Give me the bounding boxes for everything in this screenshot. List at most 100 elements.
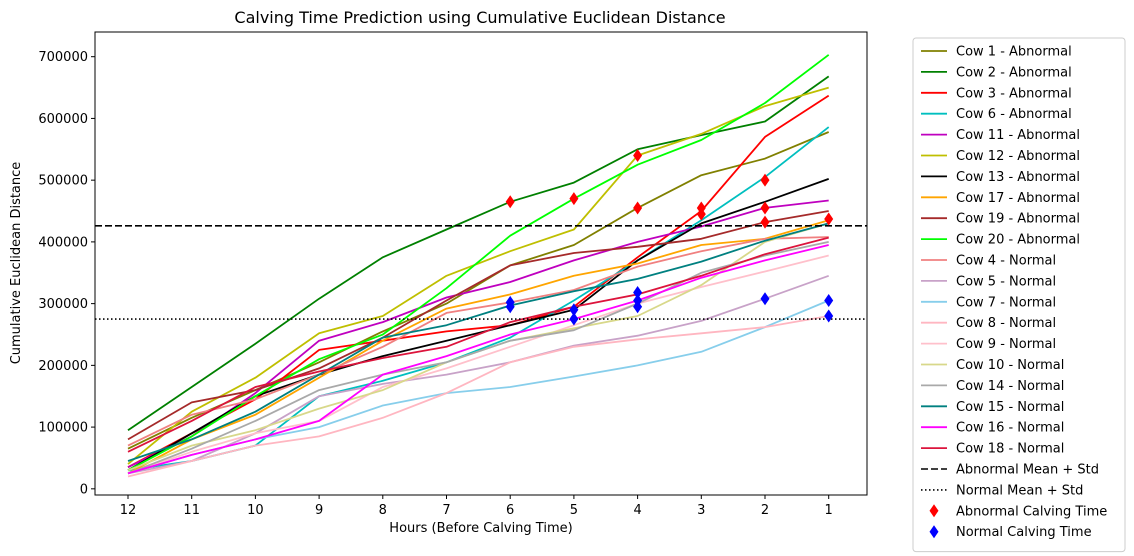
x-tick-label: 10 <box>247 503 264 518</box>
legend-item-cow-14-normal: Cow 14 - Normal <box>921 379 1064 394</box>
marker-abnormal-calving-time <box>824 212 834 226</box>
marker-normal-calving-time <box>824 294 834 308</box>
series-line-cow-1-abnormal <box>127 131 830 450</box>
legend-label: Cow 18 - Normal <box>956 442 1064 457</box>
legend-label: Cow 16 - Normal <box>956 421 1064 436</box>
legend-label: Cow 8 - Normal <box>956 316 1056 331</box>
legend-label: Abnormal Mean + Std <box>956 463 1099 478</box>
legend-label: Cow 13 - Abnormal <box>956 170 1080 185</box>
x-tick-label: 2 <box>761 503 769 518</box>
x-tick-label: 4 <box>633 503 641 518</box>
legend-item-cow-7-normal: Cow 7 - Normal <box>921 295 1056 310</box>
legend-label: Cow 19 - Abnormal <box>956 212 1080 227</box>
marker-normal-calving-time <box>569 312 579 326</box>
y-tick-label: 100000 <box>38 421 88 436</box>
legend-box <box>912 37 1126 553</box>
marker-normal-calving-time <box>633 300 643 314</box>
y-tick-label: 400000 <box>38 235 88 250</box>
y-tick-label: 200000 <box>38 359 88 374</box>
legend-label: Cow 12 - Abnormal <box>956 149 1080 164</box>
plot-frame <box>94 31 868 496</box>
series-line-cow-20-abnormal <box>127 54 830 472</box>
y-tick-label: 500000 <box>38 174 88 189</box>
series-line-cow-11-abnormal <box>127 199 829 469</box>
series-line-cow-17-abnormal <box>127 219 829 475</box>
series-line-cow-8-normal <box>127 315 829 478</box>
series-line-cow-9-normal <box>127 254 829 475</box>
legend-item-cow-1-abnormal: Cow 1 - Abnormal <box>921 45 1072 60</box>
marker-normal-calving-time <box>505 300 515 314</box>
legend-label: Cow 7 - Normal <box>956 295 1056 310</box>
legend-item-cow-18-normal: Cow 18 - Normal <box>921 442 1064 457</box>
series-line-cow-3-abnormal <box>127 94 830 468</box>
legend-item-abnormal-calving-time: Abnormal Calving Time <box>929 504 1107 519</box>
series-line-cow-15-normal <box>127 222 829 462</box>
x-tick-label: 6 <box>506 503 514 518</box>
x-tick-label: 7 <box>442 503 450 518</box>
legend-item-abnormal-mean-std: Abnormal Mean + Std <box>921 463 1099 478</box>
series-line-cow-6-abnormal <box>127 126 830 472</box>
legend-label: Cow 10 - Normal <box>956 358 1064 373</box>
marker-abnormal-calving-time <box>569 192 579 206</box>
y-tick-label: 300000 <box>38 297 88 312</box>
legend-item-cow-15-normal: Cow 15 - Normal <box>921 400 1064 415</box>
legend-label: Cow 4 - Normal <box>956 254 1056 269</box>
marker-abnormal-calving-time <box>505 195 515 209</box>
legend-item-cow-17-abnormal: Cow 17 - Abnormal <box>921 191 1080 206</box>
legend-item-cow-8-normal: Cow 8 - Normal <box>921 316 1056 331</box>
legend: Cow 1 - Abnormal Cow 2 - Abnormal Cow 3 - … <box>912 37 1126 553</box>
y-tick-label: 0 <box>80 482 88 497</box>
marker-abnormal-calving-time <box>760 201 770 215</box>
legend-item-cow-9-normal: Cow 9 - Normal <box>921 337 1056 352</box>
x-tick-label: 5 <box>570 503 578 518</box>
legend-item-cow-13-abnormal: Cow 13 - Abnormal <box>921 170 1080 185</box>
legend-label: Cow 1 - Abnormal <box>956 45 1072 60</box>
legend-label: Cow 17 - Abnormal <box>956 191 1080 206</box>
x-tick-label: 11 <box>183 503 200 518</box>
marker-abnormal-calving-time <box>760 173 770 187</box>
legend-label: Cow 20 - Abnormal <box>956 233 1080 248</box>
series-line-cow-18-normal <box>127 236 829 453</box>
legend-label: Cow 2 - Abnormal <box>956 65 1072 80</box>
x-axis-label: Hours (Before Calving Time) <box>389 521 572 536</box>
axes: 12 11 10 9 8 7 6 5 4 3 2 10100000200000300000400000… <box>38 50 832 518</box>
legend-label: Cow 11 - Abnormal <box>956 128 1080 143</box>
legend-marker <box>929 525 939 539</box>
legend-label: Normal Mean + Std <box>956 483 1083 498</box>
x-tick-label: 3 <box>697 503 705 518</box>
series-line-cow-13-abnormal <box>127 178 830 472</box>
series-line-cow-10-normal <box>127 222 829 472</box>
legend-item-cow-4-normal: Cow 4 - Normal <box>921 254 1056 269</box>
legend-label: Cow 15 - Normal <box>956 400 1064 415</box>
legend-item-cow-20-abnormal: Cow 20 - Abnormal <box>921 233 1080 248</box>
legend-item-cow-16-normal: Cow 16 - Normal <box>921 421 1064 436</box>
marker-normal-calving-time <box>569 303 579 317</box>
marker-normal-calving-time <box>824 309 834 323</box>
series-line-cow-14-normal <box>127 241 829 475</box>
marker-normal-calving-time <box>760 292 770 306</box>
legend-item-cow-6-abnormal: Cow 6 - Abnormal <box>921 107 1072 122</box>
marker-abnormal-calving-time <box>633 148 643 162</box>
legend-label: Cow 3 - Abnormal <box>956 86 1072 101</box>
y-axis-label: Cumulative Euclidean Distance <box>9 162 24 365</box>
legend-label: Cow 5 - Normal <box>956 274 1056 289</box>
legend-marker <box>929 504 939 518</box>
legend-item-cow-2-abnormal: Cow 2 - Abnormal <box>921 65 1072 80</box>
legend-label: Abnormal Calving Time <box>956 504 1107 519</box>
series-line-cow-12-abnormal <box>127 86 829 465</box>
series-line-cow-4-normal <box>127 236 829 447</box>
legend-item-cow-5-normal: Cow 5 - Normal <box>921 274 1056 289</box>
legend-item-cow-12-abnormal: Cow 12 - Abnormal <box>921 149 1080 164</box>
series-line-cow-5-normal <box>127 274 830 475</box>
x-tick-label: 12 <box>120 503 137 518</box>
marker-normal-calving-time <box>633 286 643 300</box>
legend-item-cow-10-normal: Cow 10 - Normal <box>921 358 1064 373</box>
series-line-cow-16-normal <box>127 244 829 475</box>
legend-label: Cow 14 - Normal <box>956 379 1064 394</box>
series-line-cow-7-normal <box>127 299 830 475</box>
legend-label: Cow 6 - Abnormal <box>956 107 1072 122</box>
x-tick-label: 1 <box>825 503 833 518</box>
marker-abnormal-calving-time <box>760 215 770 229</box>
x-tick-label: 8 <box>379 503 387 518</box>
